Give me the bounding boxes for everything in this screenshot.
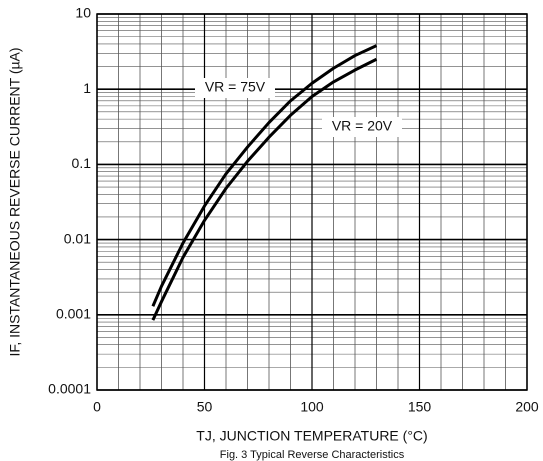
y-tick-label: 0.0001 bbox=[48, 381, 91, 397]
x-tick-label: 200 bbox=[515, 399, 539, 415]
series-line bbox=[151, 57, 378, 321]
y-tick-label: 10 bbox=[75, 5, 91, 21]
y-tick-label: 0.1 bbox=[72, 155, 92, 171]
y-tick-label: 0.001 bbox=[56, 306, 91, 322]
series-label: VR = 20V bbox=[332, 118, 393, 134]
y-tick-label: 1 bbox=[83, 80, 91, 96]
y-tick-label: 0.01 bbox=[64, 230, 91, 246]
x-tick-label: 0 bbox=[93, 399, 101, 415]
series-line bbox=[151, 44, 378, 307]
plot-frame bbox=[96, 13, 528, 391]
x-tick-label: 150 bbox=[408, 399, 432, 415]
x-tick-label: 100 bbox=[300, 399, 324, 415]
x-axis-label: TJ, JUNCTION TEMPERATURE (°C) bbox=[196, 428, 427, 444]
series-label-bg bbox=[195, 78, 275, 98]
series-label: VR = 75V bbox=[205, 79, 266, 95]
series-label-bg bbox=[322, 117, 402, 137]
y-axis-label: IF, INSTANTANEOUS REVERSE CURRENT (µA) bbox=[7, 47, 23, 356]
x-tick-label: 50 bbox=[197, 399, 213, 415]
caption: Fig. 3 Typical Reverse Characteristics bbox=[220, 449, 405, 461]
